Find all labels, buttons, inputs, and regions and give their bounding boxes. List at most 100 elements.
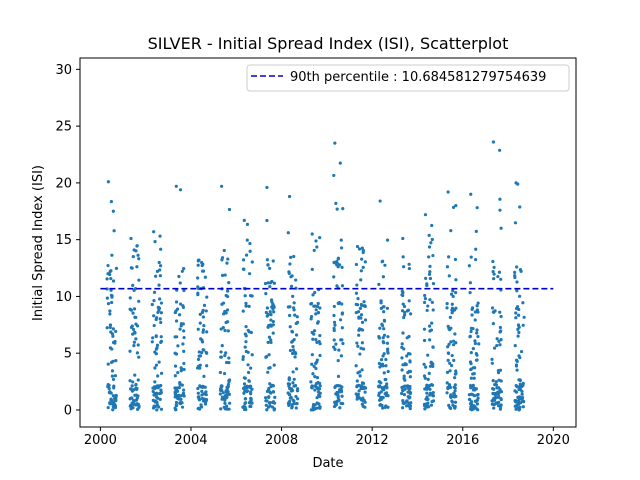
scatter-point (156, 305, 160, 309)
scatter-point (384, 364, 388, 368)
scatter-point (269, 318, 273, 322)
scatter-point (108, 390, 112, 394)
scatter-point (248, 272, 252, 276)
scatter-point (246, 370, 251, 375)
scatter-point (151, 336, 155, 340)
scatter-point (359, 313, 364, 317)
scatter-point (198, 354, 203, 358)
scatter-point (245, 222, 250, 226)
scatter-point (155, 269, 160, 273)
scatter-point (130, 324, 134, 328)
scatter-point (446, 351, 450, 355)
scatter-point (380, 324, 385, 328)
scatter-point (131, 327, 136, 332)
scatter-point (470, 307, 474, 311)
scatter-point (219, 350, 223, 354)
scatter-point (245, 384, 249, 388)
scatter-point (428, 364, 433, 368)
scatter-point (159, 320, 163, 325)
scatter-point (313, 384, 317, 388)
scatter-point (447, 384, 451, 388)
scatter-point (108, 402, 112, 406)
scatter-point (128, 296, 132, 300)
scatter-point (110, 374, 114, 378)
x-tick-label: 2004 (174, 433, 207, 448)
scatter-point (445, 381, 449, 385)
scatter-point (114, 398, 118, 402)
scatter-point (354, 364, 358, 368)
scatter-point (114, 266, 119, 270)
scatter-point (517, 387, 521, 392)
scatter-point (174, 184, 178, 188)
scatter-point (196, 357, 201, 361)
scatter-point (288, 305, 292, 309)
scatter-point (490, 306, 495, 310)
scatter-point (294, 367, 299, 371)
scatter-point (264, 292, 268, 296)
scatter-point (516, 334, 520, 338)
scatter-point (318, 306, 322, 310)
y-tick-label: 10 (55, 290, 72, 305)
scatter-point (499, 379, 503, 383)
x-axis-label: Date (312, 456, 343, 471)
scatter-point (226, 289, 230, 293)
scatter-point (243, 376, 247, 380)
scatter-point (178, 313, 182, 317)
scatter-point (109, 200, 113, 204)
scatter-point (407, 402, 411, 406)
scatter-point (224, 396, 228, 400)
scatter-point (182, 288, 186, 293)
scatter-point (154, 363, 159, 367)
scatter-point (266, 263, 270, 267)
scatter-point (382, 310, 386, 314)
scatter-point (294, 394, 298, 399)
scatter-point (379, 381, 383, 385)
scatter-point (220, 344, 224, 348)
scatter-point (474, 229, 478, 233)
scatter-point (513, 221, 518, 225)
scatter-point (159, 335, 163, 339)
scatter-point (223, 353, 227, 358)
scatter-point (492, 265, 496, 270)
scatter-point (431, 390, 435, 395)
scatter-point (241, 267, 246, 271)
scatter-point (197, 258, 201, 262)
scatter-point (383, 263, 387, 267)
scatter-point (105, 277, 109, 281)
scatter-point (401, 363, 405, 367)
scatter-point (249, 384, 253, 388)
scatter-point (451, 289, 455, 293)
scatter-point (204, 398, 209, 402)
scatter-point (473, 318, 477, 322)
scatter-point (518, 294, 522, 298)
scatter-point (264, 399, 268, 403)
scatter-point (313, 290, 317, 295)
scatter-point (135, 244, 139, 248)
scatter-point (450, 302, 454, 306)
scatter-point (449, 393, 453, 397)
scatter-point (473, 310, 477, 314)
scatter-point (175, 335, 179, 339)
scatter-point (287, 384, 291, 388)
scatter-point (513, 404, 517, 408)
scatter-point (468, 291, 472, 295)
scatter-point (173, 392, 177, 396)
scatter-point (473, 339, 477, 343)
scatter-point (472, 376, 476, 380)
scatter-point (400, 309, 405, 313)
scatter-point (289, 255, 293, 260)
scatter-point (359, 302, 363, 307)
scatter-point (264, 403, 268, 407)
scatter-point (134, 398, 139, 402)
scatter-point (425, 383, 429, 387)
scatter-point (431, 394, 435, 398)
scatter-point (403, 387, 407, 391)
scatter-point (154, 399, 158, 404)
scatter-point (225, 261, 229, 265)
scatter-point (271, 331, 275, 335)
scatter-point (289, 395, 293, 400)
scatter-point (182, 349, 186, 353)
scatter-point (469, 376, 473, 380)
scatter-point (407, 369, 411, 373)
scatter-point (473, 341, 478, 346)
